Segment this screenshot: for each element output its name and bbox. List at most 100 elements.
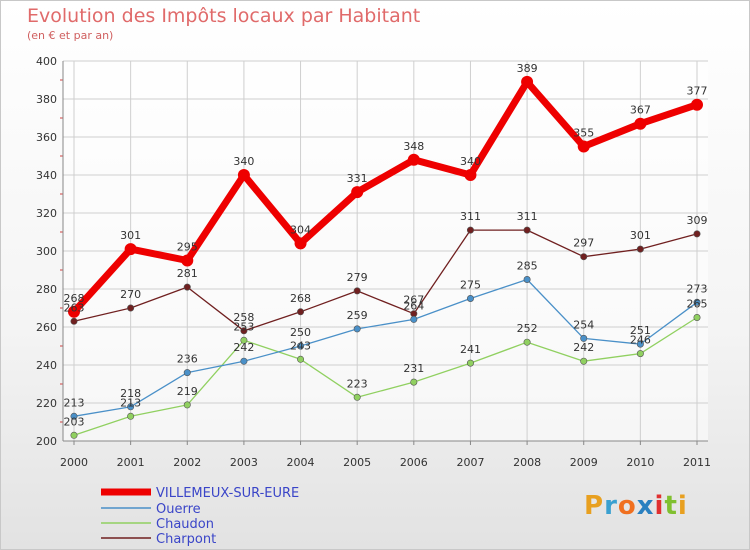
logo-letter: i xyxy=(654,491,665,521)
y-tick-label: 340 xyxy=(36,169,57,182)
data-label: 242 xyxy=(233,341,254,354)
data-point xyxy=(691,98,703,111)
data-label: 251 xyxy=(630,324,651,337)
data-point xyxy=(181,254,194,267)
data-label: 264 xyxy=(403,299,424,312)
data-label: 273 xyxy=(687,282,708,295)
y-tick-label: 260 xyxy=(36,321,57,334)
legend-label: Chaudon xyxy=(156,517,214,532)
data-point xyxy=(183,401,191,409)
data-label: 213 xyxy=(64,396,85,409)
data-point xyxy=(577,140,590,153)
data-label: 355 xyxy=(573,127,594,140)
x-tick-label: 2007 xyxy=(456,456,484,469)
data-point xyxy=(410,315,418,323)
data-label: 267 xyxy=(403,294,424,307)
data-point xyxy=(127,412,135,420)
data-point xyxy=(240,336,248,344)
x-tick-label: 2008 xyxy=(513,456,541,469)
series-line-1 xyxy=(73,278,698,417)
chart-subtitle: (en € et par an) xyxy=(27,29,114,42)
data-label: 340 xyxy=(233,155,254,168)
axes: 200 220 240 260 280 300 320 340 360 380 400 2000 200… xyxy=(36,55,711,469)
series-lines xyxy=(68,75,703,439)
data-point xyxy=(521,75,534,88)
data-point xyxy=(237,169,250,181)
series-line-0 xyxy=(70,78,701,316)
data-label: 311 xyxy=(517,210,538,223)
data-label: 219 xyxy=(177,385,198,398)
data-label: 242 xyxy=(573,341,594,354)
y-tick-label: 220 xyxy=(36,397,57,410)
data-point xyxy=(70,431,78,439)
y-tick-label: 240 xyxy=(36,359,57,372)
data-point xyxy=(580,334,588,342)
logo-letter: P xyxy=(584,491,605,521)
chart-title: Evolution des Impôts locaux par Habitant xyxy=(27,5,421,27)
data-label: 250 xyxy=(290,326,311,339)
y-tick-label: 300 xyxy=(36,245,57,258)
data-label: 389 xyxy=(517,62,538,75)
data-label: 331 xyxy=(347,172,368,185)
data-point xyxy=(634,117,647,130)
data-label: 243 xyxy=(290,339,311,352)
data-label: 223 xyxy=(347,377,368,390)
data-point xyxy=(693,230,701,238)
data-label: 309 xyxy=(687,214,708,227)
data-label: 279 xyxy=(347,271,368,284)
data-label: 268 xyxy=(290,292,311,305)
data-label: 270 xyxy=(120,288,141,301)
y-tick-label: 380 xyxy=(36,93,57,106)
data-label: 231 xyxy=(403,362,424,375)
data-label: 268 xyxy=(64,292,85,305)
data-point xyxy=(523,275,531,283)
data-label: 297 xyxy=(573,237,594,250)
data-point xyxy=(410,378,418,386)
data-point xyxy=(693,298,701,306)
data-point xyxy=(68,305,80,318)
data-label: 254 xyxy=(573,318,594,331)
data-label: 259 xyxy=(347,309,368,322)
data-point xyxy=(127,304,135,312)
data-point xyxy=(70,317,78,325)
data-point xyxy=(70,412,78,420)
logo-letter: i xyxy=(677,491,688,521)
data-point xyxy=(124,243,137,256)
data-point xyxy=(407,153,420,166)
data-label: 311 xyxy=(460,210,481,223)
data-point xyxy=(636,350,644,358)
data-point xyxy=(580,253,588,261)
data-label: 275 xyxy=(460,279,481,292)
data-point xyxy=(466,294,474,302)
logo-letter: x xyxy=(636,491,655,521)
y-tick-label: 320 xyxy=(36,207,57,220)
data-label: 258 xyxy=(233,311,254,324)
x-tick-label: 2005 xyxy=(343,456,371,469)
x-tick-label: 2011 xyxy=(683,456,711,469)
data-label: 253 xyxy=(233,320,254,333)
data-label: 236 xyxy=(177,353,198,366)
data-point xyxy=(240,357,248,365)
data-point xyxy=(351,186,364,199)
x-tick-label: 2002 xyxy=(173,456,201,469)
legend-label: Charpont xyxy=(156,532,216,547)
data-label: 213 xyxy=(120,396,141,409)
data-point xyxy=(580,357,588,365)
data-point xyxy=(464,169,477,181)
data-point xyxy=(294,237,307,250)
data-point xyxy=(183,283,191,291)
x-tick-label: 2010 xyxy=(626,456,654,469)
y-tick-label: 360 xyxy=(36,131,57,144)
data-point xyxy=(693,313,701,321)
data-label: 295 xyxy=(177,241,198,254)
data-point xyxy=(240,327,248,335)
data-label: 252 xyxy=(517,322,538,335)
x-tick-label: 2004 xyxy=(287,456,315,469)
data-label: 263 xyxy=(64,301,85,314)
data-label: 203 xyxy=(64,415,85,428)
data-point xyxy=(297,342,305,350)
data-label: 304 xyxy=(290,223,311,236)
